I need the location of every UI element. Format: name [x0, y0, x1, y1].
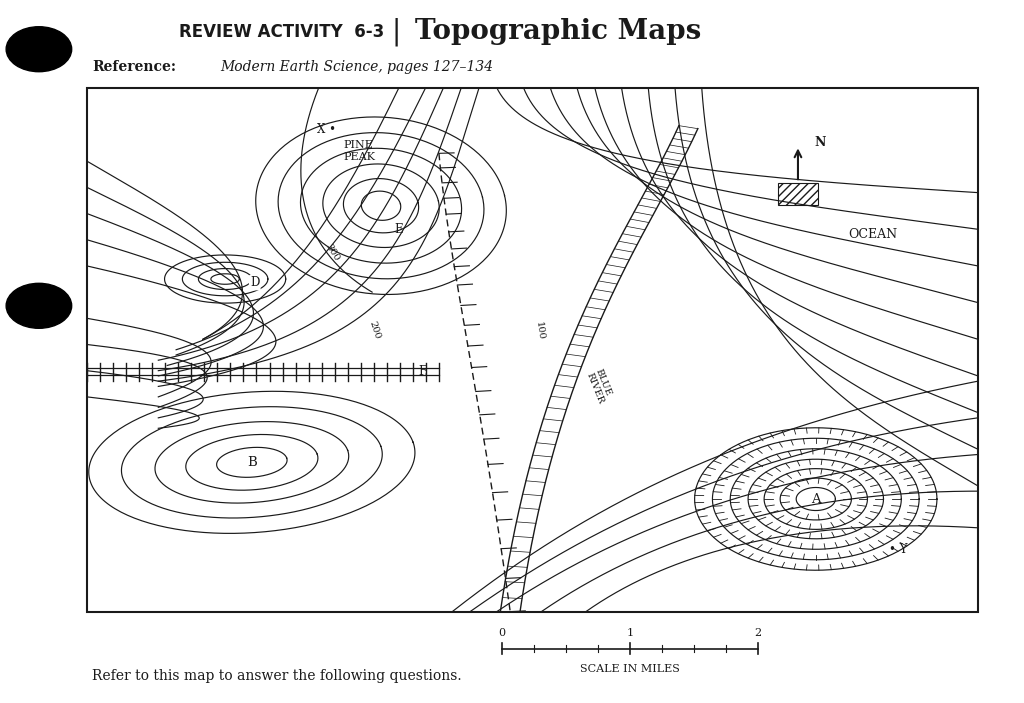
Bar	[778, 183, 817, 205]
Circle shape	[6, 283, 72, 328]
Text: 1: 1	[627, 628, 633, 638]
Text: 200: 200	[368, 320, 382, 340]
Text: A: A	[811, 493, 820, 505]
Circle shape	[6, 27, 72, 72]
Text: E: E	[394, 223, 403, 236]
Text: SCALE IN MILES: SCALE IN MILES	[580, 664, 680, 674]
Text: Refer to this map to answer the following questions.: Refer to this map to answer the followin…	[92, 669, 462, 683]
Text: 2: 2	[755, 628, 761, 638]
Text: Reference:: Reference:	[92, 60, 176, 74]
Bar	[87, 88, 978, 612]
Text: Modern Earth Science, pages 127–134: Modern Earth Science, pages 127–134	[220, 60, 494, 74]
Text: X •: X •	[316, 123, 336, 136]
Text: REVIEW ACTIVITY  6-3: REVIEW ACTIVITY 6-3	[179, 22, 384, 41]
Text: BLUE
RIVER: BLUE RIVER	[584, 368, 614, 405]
Text: OCEAN: OCEAN	[849, 228, 898, 241]
Text: B: B	[247, 456, 257, 469]
Text: • Y: • Y	[889, 543, 907, 556]
Text: |: |	[391, 18, 400, 46]
Text: 100: 100	[535, 321, 546, 340]
Text: D: D	[250, 276, 259, 289]
Text: 300: 300	[324, 243, 341, 263]
Text: F.: F.	[419, 366, 429, 378]
Text: PINE
PEAK: PINE PEAK	[344, 140, 376, 162]
Text: Topographic Maps: Topographic Maps	[415, 18, 701, 45]
Text: N: N	[814, 136, 825, 149]
Text: 0: 0	[499, 628, 505, 638]
